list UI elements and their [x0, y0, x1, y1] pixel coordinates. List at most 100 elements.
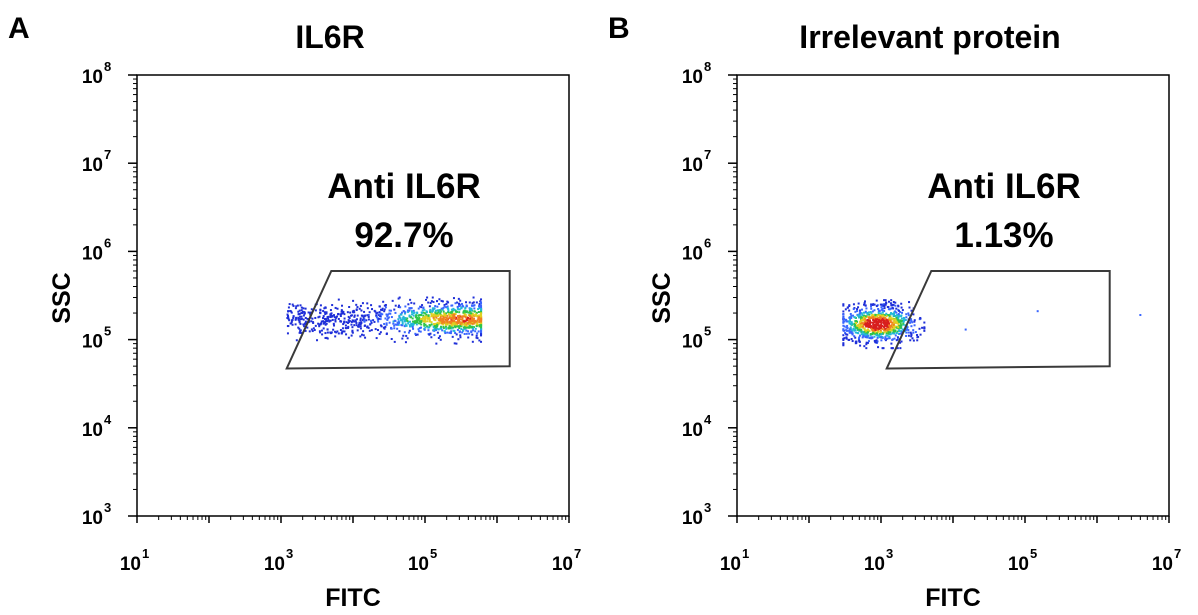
event-dot	[344, 327, 347, 330]
event-dot	[447, 311, 450, 314]
event-dot	[897, 313, 900, 316]
event-dot	[480, 324, 483, 327]
event-dot	[470, 331, 473, 334]
event-dot	[336, 307, 339, 310]
event-dot	[880, 322, 883, 325]
y-tick-base: 10	[682, 243, 703, 264]
event-dot	[899, 320, 902, 323]
event-dot	[443, 320, 446, 323]
event-dot	[366, 307, 369, 310]
event-dot	[458, 327, 461, 330]
event-dot	[464, 315, 467, 318]
event-dot	[885, 312, 888, 315]
event-dot	[907, 331, 910, 334]
event-dot	[354, 319, 357, 322]
event-dot	[472, 319, 475, 322]
event-dot	[342, 310, 345, 313]
event-dot	[439, 321, 442, 324]
y-tick-exponent: 5	[104, 324, 111, 339]
event-dot	[896, 347, 899, 350]
event-dot	[848, 320, 851, 323]
event-dot	[420, 306, 423, 309]
event-dot	[853, 325, 856, 328]
y-tick-exponent: 4	[104, 412, 112, 427]
event-dot	[433, 307, 436, 310]
event-dot	[314, 316, 317, 319]
event-dot	[870, 305, 873, 308]
event-dot	[457, 308, 460, 311]
event-dot	[286, 316, 289, 319]
event-dot	[877, 327, 880, 330]
event-dot	[852, 308, 855, 311]
event-dot	[331, 318, 334, 321]
event-dot	[461, 331, 464, 334]
event-dot	[405, 318, 408, 321]
event-dot	[428, 316, 431, 319]
event-dot	[866, 331, 869, 334]
event-dot	[425, 298, 428, 301]
event-dot	[475, 334, 478, 337]
event-dot	[383, 322, 386, 325]
event-dot	[376, 329, 379, 332]
y-tick-base: 10	[82, 243, 103, 264]
event-dot	[355, 324, 358, 327]
event-dot	[362, 316, 365, 319]
event-dot	[311, 317, 314, 320]
event-dot	[389, 312, 392, 315]
event-dot	[356, 314, 359, 317]
event-dot	[359, 335, 362, 338]
event-dot	[442, 310, 445, 313]
event-dot	[453, 319, 456, 322]
event-dot	[923, 329, 926, 332]
event-dot	[413, 311, 416, 314]
event-dot	[326, 331, 329, 334]
event-dot	[300, 317, 303, 320]
event-dot	[888, 324, 891, 327]
event-dot	[297, 318, 300, 321]
event-dot	[404, 341, 407, 344]
event-dot	[480, 313, 483, 316]
event-dot	[885, 302, 888, 305]
event-dot	[324, 323, 327, 326]
event-dot	[858, 326, 861, 329]
event-dot	[860, 324, 863, 327]
event-dot	[462, 311, 465, 314]
event-dot	[383, 308, 386, 311]
event-dot	[923, 321, 926, 324]
event-dot	[899, 341, 902, 344]
event-dot	[473, 321, 476, 324]
event-dot	[469, 319, 472, 322]
event-dot	[467, 321, 470, 324]
event-dot	[469, 317, 472, 320]
event-dot	[401, 318, 404, 321]
event-dot	[360, 309, 363, 312]
event-dot	[390, 309, 393, 312]
event-dot	[333, 330, 336, 333]
event-dot	[450, 322, 453, 325]
event-dot	[442, 327, 445, 330]
event-dot	[303, 311, 306, 314]
y-tick-base: 10	[82, 155, 103, 176]
event-dot	[891, 326, 894, 329]
event-dot	[353, 320, 356, 323]
event-dot	[340, 332, 343, 335]
event-dot	[854, 336, 857, 339]
event-dot	[859, 310, 862, 313]
event-dot	[473, 307, 476, 310]
event-dot	[301, 310, 304, 313]
event-dot	[881, 328, 884, 331]
event-dot	[345, 333, 348, 336]
event-dot	[480, 326, 483, 329]
event-dot	[876, 340, 879, 343]
y-tick-label: 108	[82, 59, 111, 88]
y-tick-label: 105	[682, 324, 711, 353]
event-dot	[472, 326, 475, 329]
event-dot	[870, 312, 873, 315]
event-dot	[875, 332, 878, 335]
event-dot	[842, 328, 845, 331]
event-dot	[356, 329, 359, 332]
event-dot	[868, 315, 871, 318]
event-dot	[386, 318, 389, 321]
event-dot	[900, 306, 903, 309]
event-dot	[388, 312, 391, 315]
